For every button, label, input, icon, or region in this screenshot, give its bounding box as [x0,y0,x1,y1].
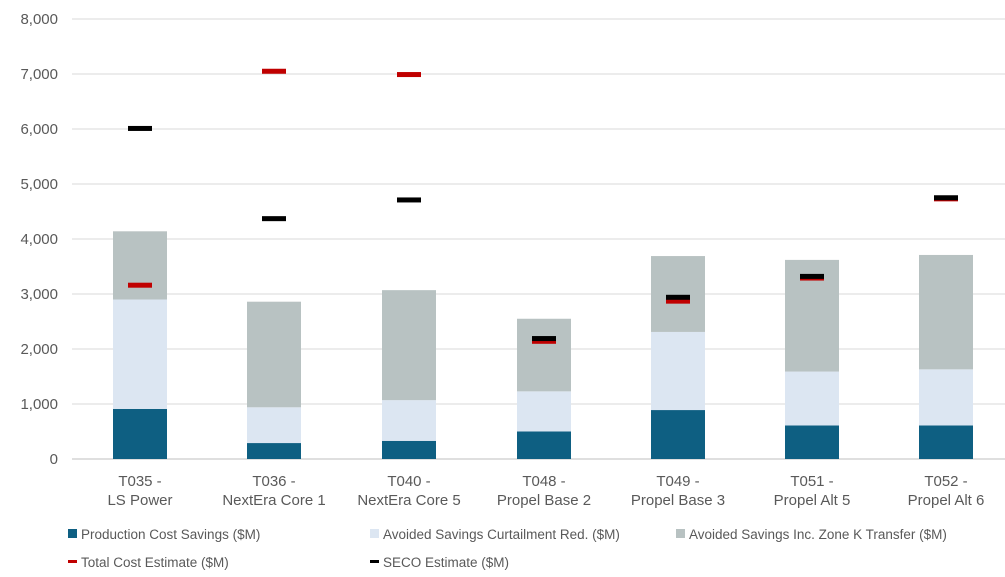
estimate-marker [934,195,958,201]
y-tick-label: 1,000 [20,396,58,413]
legend-label: Avoided Savings Curtailment Red. ($M) [383,527,620,542]
estimate-marker [397,72,421,78]
bar-segment [919,254,973,370]
legend-swatch [370,529,379,538]
bar-segment [651,331,705,411]
bar-segment [919,369,973,426]
y-tick-label: 0 [50,451,58,468]
legend-swatch [68,560,77,563]
estimate-marker [666,294,690,300]
y-axis: 0 1,000 2,000 3,000 4,000 5,000 6,000 7,000 8,00… [20,11,58,468]
x-tick-label: T052 - [924,473,967,490]
x-tick-label: T049 - [656,473,699,490]
x-axis: T035 - LS Power T036 - NextEra Core 1 T040 -… [107,473,984,509]
legend: Production Cost Savings ($M) Avoided Savi… [68,527,947,570]
x-tick-label: Propel Base 3 [631,492,725,509]
x-tick-label: T035 - [118,473,161,490]
bar-segment [247,301,301,408]
legend-label: Total Cost Estimate ($M) [81,555,229,570]
estimate-marker [262,68,286,74]
legend-swatch [68,529,77,538]
x-tick-label: T040 - [387,473,430,490]
bar-segment [247,443,301,459]
bar-segment [113,299,167,409]
x-tick-label: Propel Base 2 [497,492,591,509]
bar-segment [113,408,167,459]
legend-label: Avoided Savings Inc. Zone K Transfer ($M… [689,527,947,542]
legend-label: Production Cost Savings ($M) [81,527,260,542]
estimate-marker [532,336,556,342]
bar-segment [651,256,705,332]
x-tick-label: T036 - [252,473,295,490]
estimate-marker [532,338,556,344]
bar-segment [785,371,839,426]
bar-segment [517,318,571,392]
y-tick-label: 6,000 [20,121,58,138]
y-tick-label: 8,000 [20,11,58,28]
y-tick-label: 2,000 [20,341,58,358]
x-tick-label: Propel Alt 5 [774,492,851,509]
bar-segment [517,431,571,459]
bar-segment [651,410,705,459]
estimate-marker [128,125,152,131]
y-tick-label: 7,000 [20,66,58,83]
x-tick-label: LS Power [107,492,172,509]
legend-label: SECO Estimate ($M) [383,555,509,570]
estimate-marker [128,282,152,288]
bar-segment [113,231,167,300]
legend-swatch [676,529,685,538]
estimate-marker [262,216,286,222]
bars [113,231,973,459]
y-tick-label: 4,000 [20,231,58,248]
bar-segment [382,440,436,459]
x-tick-label: T051 - [790,473,833,490]
bar-segment [247,407,301,444]
x-tick-label: NextEra Core 5 [357,492,460,509]
bar-segment [382,400,436,441]
estimate-marker [397,197,421,203]
bar-segment [919,425,973,459]
bar-segment [382,290,436,401]
bar-segment [785,425,839,459]
bar-segment [517,391,571,432]
legend-swatch [370,560,379,563]
x-tick-label: Propel Alt 6 [908,492,985,509]
y-tick-label: 5,000 [20,176,58,193]
x-tick-label: NextEra Core 1 [222,492,325,509]
estimate-marker [666,298,690,304]
estimate-markers [128,68,958,344]
estimate-marker [800,273,824,279]
y-tick-label: 3,000 [20,286,58,303]
gridlines [72,18,1005,460]
x-tick-label: T048 - [522,473,565,490]
